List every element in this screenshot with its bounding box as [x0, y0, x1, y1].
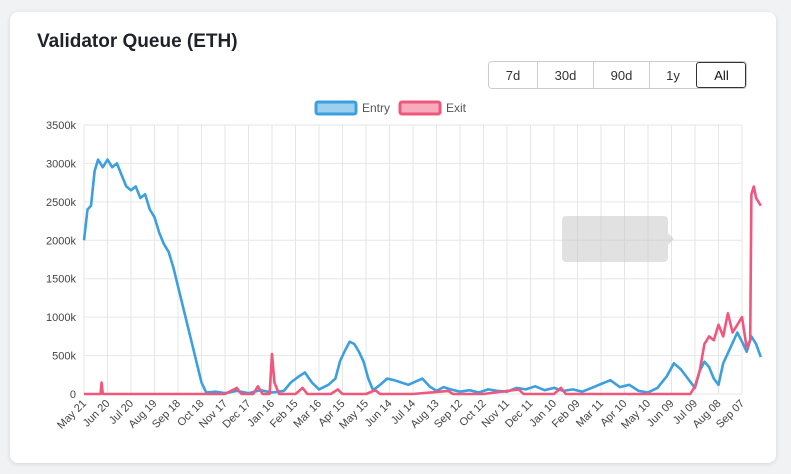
legend-label-entry[interactable]: Entry — [362, 101, 390, 115]
y-tick-label: 2500k — [46, 197, 76, 209]
legend-swatch-exit[interactable] — [398, 100, 442, 116]
y-tick-label: 1500k — [46, 274, 76, 286]
legend: Entry Exit — [314, 100, 467, 116]
series-layer — [82, 158, 763, 396]
range-button-7d[interactable]: 7d — [489, 62, 537, 88]
range-button-all[interactable]: All — [696, 62, 746, 88]
tooltip-box — [562, 216, 668, 262]
y-tick-label: 1000k — [46, 312, 76, 324]
y-tick-label: 500k — [52, 351, 76, 363]
legend-label-exit[interactable]: Exit — [446, 101, 467, 115]
y-tick-label: 3000k — [46, 158, 76, 170]
series-line-exit[interactable] — [84, 185, 762, 396]
series-line-entry[interactable] — [82, 158, 763, 395]
range-button-1y[interactable]: 1y — [649, 62, 696, 88]
y-tick-label: 3500k — [46, 120, 76, 132]
y-tick-label: 0 — [70, 389, 76, 401]
range-button-30d[interactable]: 30d — [537, 62, 593, 88]
chart-title: Validator Queue (ETH) — [37, 31, 238, 52]
range-button-90d[interactable]: 90d — [593, 62, 649, 88]
x-tick-label: May 21 — [55, 398, 89, 432]
y-tick-label: 2000k — [46, 235, 76, 247]
x-tick-label: Jun 09 — [645, 398, 677, 430]
x-tick-label: Jun 20 — [81, 398, 113, 430]
tooltip-arrow — [668, 233, 674, 245]
x-tick-label: Jun 14 — [363, 398, 395, 430]
time-range-selector: 7d 30d 90d 1y All — [488, 61, 747, 89]
legend-swatch-entry[interactable] — [314, 100, 358, 116]
y-axis: 0 500k 1000k 1500k 2000k 2500k 3000k 3500k — [46, 120, 76, 401]
tooltip — [562, 216, 674, 262]
